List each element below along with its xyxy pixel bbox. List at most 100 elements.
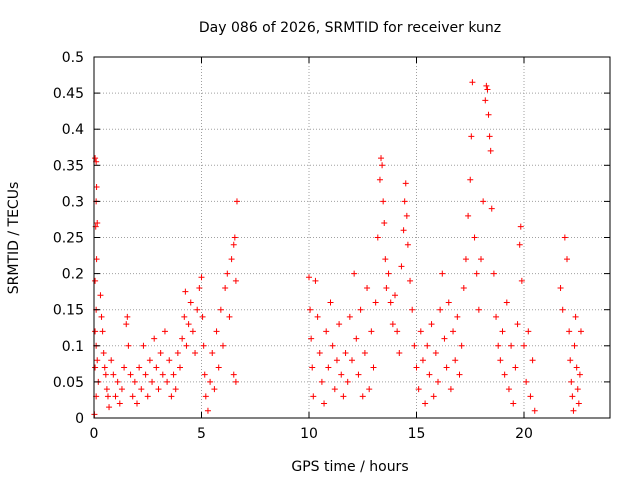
data-point [182,288,189,295]
data-point [136,364,143,371]
data-point [168,393,175,400]
data-point [557,285,564,292]
x-tick-label: 20 [515,426,533,442]
data-point [323,328,330,335]
data-point [172,386,179,393]
data-point [308,335,315,342]
data-point [443,364,450,371]
data-point [467,176,474,183]
data-point [232,277,239,284]
data-point [499,328,506,335]
data-point [521,342,527,349]
data-point [230,241,237,248]
data-point [485,111,492,118]
data-point [462,256,469,263]
data-point [441,335,448,342]
data-point [374,234,381,241]
data-point [344,378,351,385]
data-point [349,357,355,364]
data-point [378,155,385,162]
data-point [222,285,229,292]
data-point [192,350,199,357]
data-point [112,393,119,400]
y-tick-label: 0.2 [62,267,84,283]
data-point [484,86,491,93]
data-point [224,270,231,277]
data-point [435,378,441,385]
data-point [447,386,454,393]
data-point [460,285,467,292]
data-point [480,198,487,205]
data-point [99,328,106,335]
data-point [131,378,138,385]
data-point [231,234,238,241]
data-point [456,371,463,378]
data-point [157,350,164,357]
data-point [392,292,398,299]
data-point [310,393,317,400]
y-tick-label: 0 [75,411,84,427]
data-point [566,328,573,335]
y-tick-label: 0.3 [62,194,84,210]
x-axis-label: GPS time / hours [291,459,408,475]
data-point [454,313,461,320]
data-point [102,371,109,378]
data-point [144,393,151,400]
data-point [200,342,207,349]
y-tick-label: 0.1 [62,339,84,355]
data-point [419,357,426,364]
data-point [127,371,134,378]
data-point [383,285,390,292]
data-point [353,335,360,342]
data-point [138,386,145,393]
data-point [575,400,582,407]
points-layer [91,79,584,418]
data-point [325,364,332,371]
data-point [574,386,581,393]
data-point [523,378,530,385]
data-point [220,342,226,349]
data-point [518,277,525,284]
data-point [409,306,416,313]
data-point [510,400,517,407]
data-point [125,342,132,349]
data-point [110,371,117,378]
data-point [151,335,158,342]
data-point [232,378,239,385]
data-point [92,155,99,162]
data-point [403,212,410,219]
data-point [94,220,101,227]
data-point [402,180,409,187]
data-point [100,350,107,357]
data-point [458,342,465,349]
data-point [98,313,105,320]
data-point [471,234,478,241]
data-point [517,223,524,230]
data-point [121,364,128,371]
data-point [527,393,534,400]
data-point [306,274,312,281]
data-point [490,270,497,277]
data-point [134,400,140,407]
data-point [161,328,168,335]
data-point [531,407,538,414]
data-point [209,350,216,357]
data-point [228,256,235,263]
data-point [385,270,392,277]
data-point [106,404,113,411]
data-point [486,133,493,140]
data-point [512,364,519,371]
data-point [368,328,375,335]
data-point [577,328,584,335]
data-point [426,371,433,378]
data-point [196,285,203,292]
y-tick-label: 0.5 [62,50,84,66]
data-point [569,393,576,400]
data-point [92,328,99,335]
data-point [516,241,523,248]
data-point [430,393,437,400]
chart-title: Day 086 of 2026, SRMTID for receiver kun… [199,20,501,36]
data-point [493,313,500,320]
